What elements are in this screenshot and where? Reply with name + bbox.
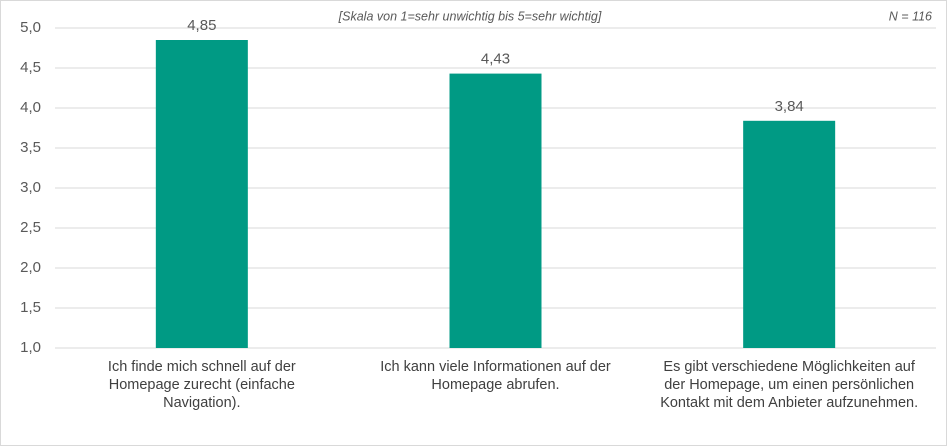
y-tick-label: 5,0 (20, 19, 41, 36)
y-tick-label: 3,5 (20, 139, 41, 156)
x-label-box: Ich finde mich schnell auf der Homepage … (107, 359, 296, 411)
x-tick-label: Es gibt verschiedene Möglichkeiten auf d… (660, 359, 919, 411)
y-tick-label: 4,5 (20, 59, 41, 76)
y-tick-label: 2,5 (20, 219, 41, 236)
sample-size: N = 116 (889, 9, 932, 23)
y-tick-label: 2,0 (20, 259, 41, 276)
x-tick-label: Ich kann viele Informationen auf der Hom… (380, 359, 611, 393)
y-tick-label: 3,0 (20, 179, 41, 196)
bar (155, 40, 248, 348)
x-tick-label: Ich finde mich schnell auf der Homepage … (107, 359, 296, 411)
y-tick-label: 1,0 (20, 339, 41, 356)
value-label: 4,85 (187, 17, 216, 34)
x-label-box: Es gibt verschiedene Möglichkeiten auf d… (660, 359, 919, 411)
subtitle: [Skala von 1=sehr unwichtig bis 5=sehr w… (338, 9, 602, 23)
y-tick-label: 4,0 (20, 99, 41, 116)
value-label: 3,84 (775, 98, 804, 115)
x-label-box: Ich kann viele Informationen auf der Hom… (380, 359, 611, 393)
value-label: 4,43 (481, 51, 510, 68)
bar (449, 73, 542, 348)
bar (743, 120, 836, 348)
y-tick-label: 1,5 (20, 299, 41, 316)
